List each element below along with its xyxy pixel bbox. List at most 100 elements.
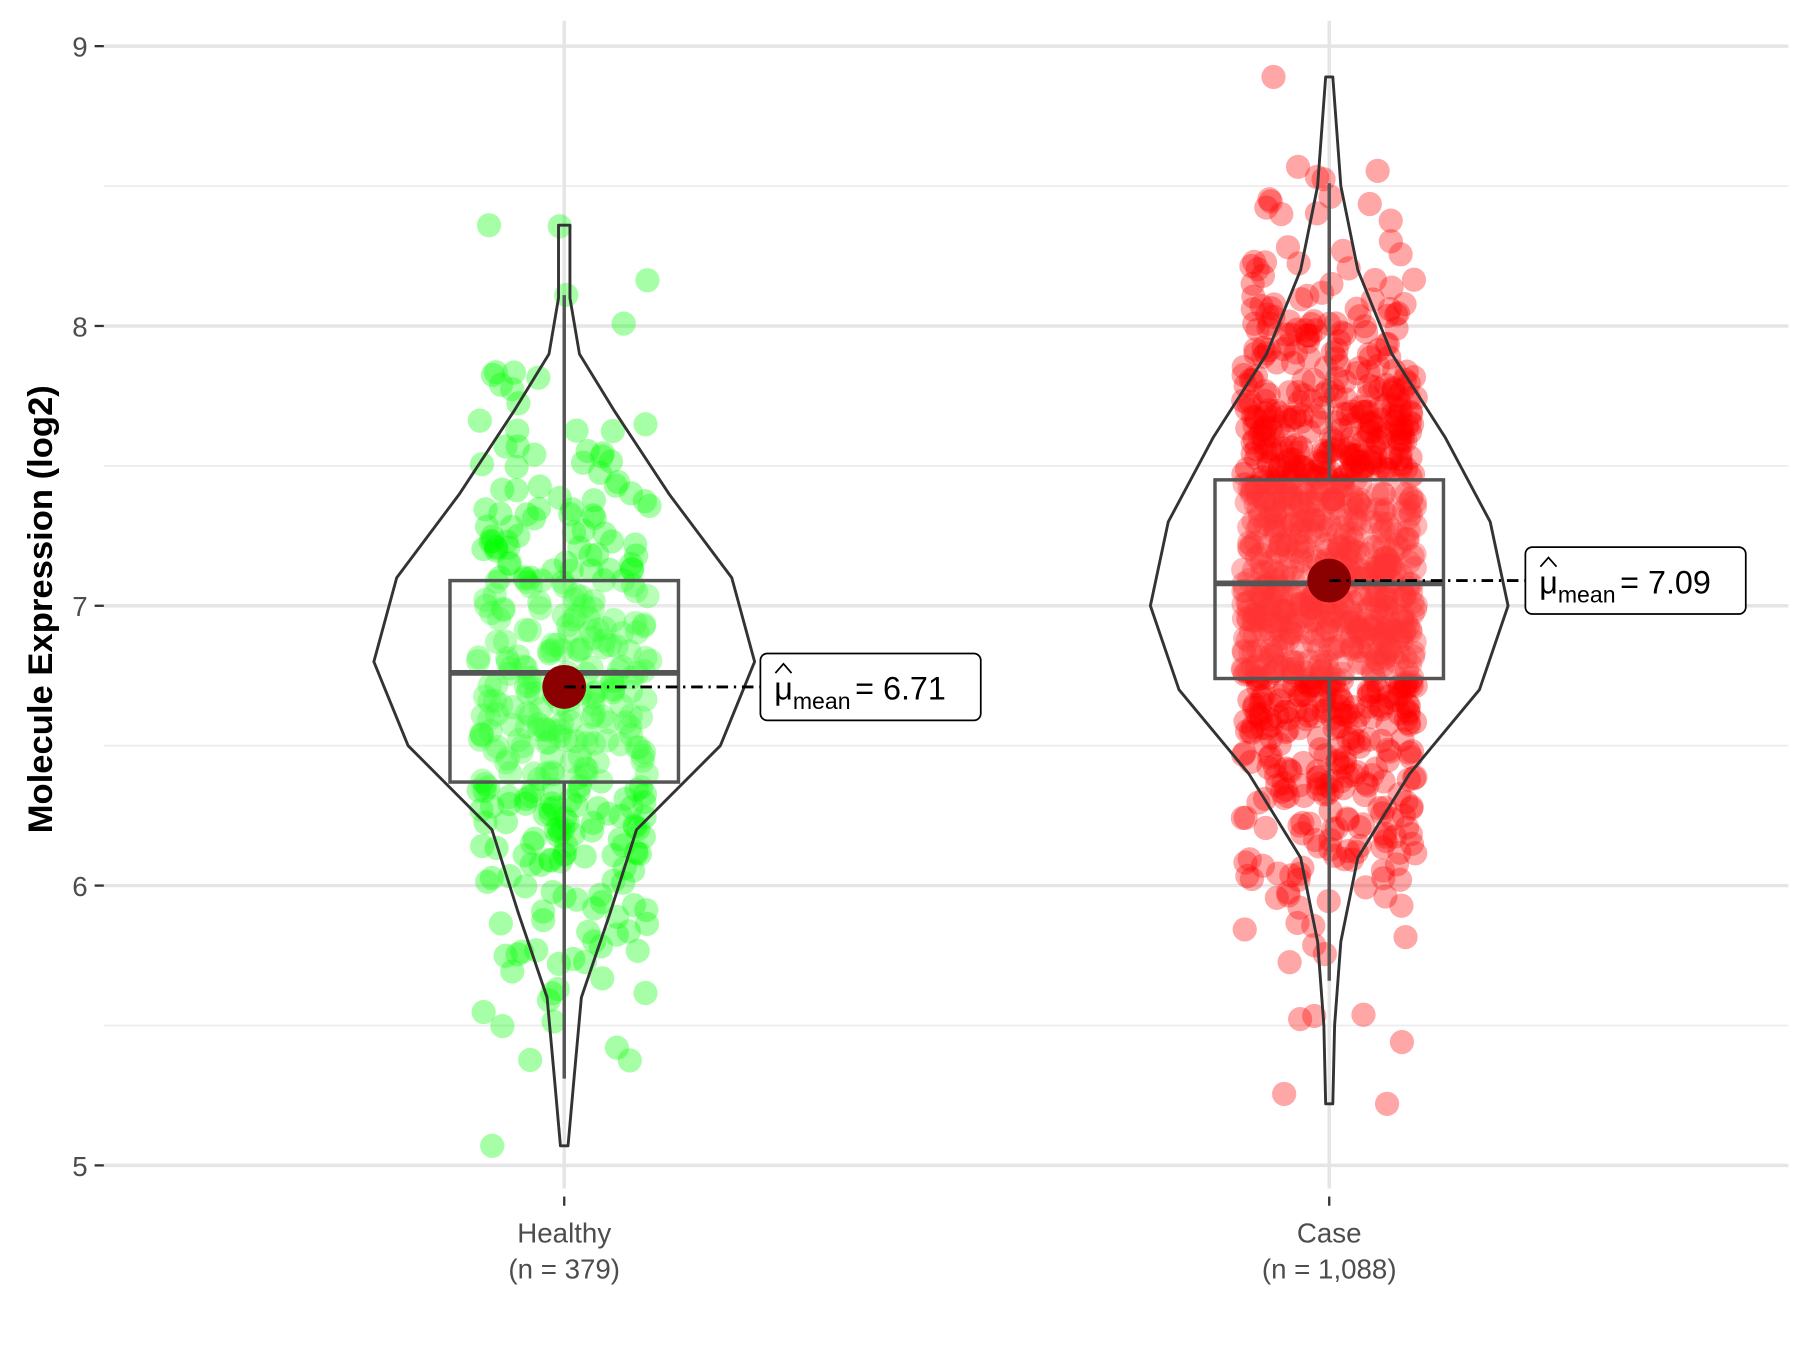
data-point <box>1276 626 1301 651</box>
data-point <box>1400 412 1425 437</box>
data-point <box>1231 354 1256 380</box>
data-point <box>1384 404 1410 429</box>
data-point <box>634 897 659 923</box>
data-point <box>1291 455 1316 480</box>
data-point <box>1296 419 1322 444</box>
data-point <box>618 703 644 728</box>
data-point <box>1402 489 1427 514</box>
data-point <box>1308 514 1333 539</box>
data-point <box>1366 678 1391 703</box>
data-point <box>1235 863 1260 889</box>
data-point <box>518 703 543 728</box>
data-point <box>1245 257 1270 282</box>
data-point <box>520 778 546 803</box>
data-point <box>1276 706 1301 731</box>
data-point <box>1334 806 1360 831</box>
data-point <box>1371 769 1396 794</box>
data-point <box>478 718 503 744</box>
data-point <box>1267 401 1292 426</box>
mean-label: μmean = 7.09 <box>1539 564 1711 607</box>
data-point <box>1344 361 1369 386</box>
data-point <box>1253 439 1278 464</box>
data-point <box>1359 614 1385 640</box>
data-point <box>1291 368 1316 393</box>
data-point <box>1296 345 1322 370</box>
data-point <box>1289 287 1314 312</box>
data-point <box>1301 367 1326 393</box>
data-point <box>585 795 611 821</box>
data-point <box>1366 692 1391 718</box>
data-point <box>1302 607 1327 633</box>
data-point <box>491 596 516 621</box>
data-point <box>488 501 513 526</box>
data-point <box>1317 610 1342 635</box>
data-point <box>1243 492 1268 517</box>
data-point <box>1370 554 1395 579</box>
data-point <box>1239 866 1265 892</box>
data-point <box>506 523 531 548</box>
data-point <box>1315 538 1340 563</box>
data-point <box>1397 498 1422 523</box>
data-point <box>1368 377 1393 402</box>
data-point <box>490 1013 515 1039</box>
data-point <box>518 784 543 809</box>
data-point <box>545 976 570 1002</box>
data-point <box>1387 840 1412 865</box>
data-point <box>1374 619 1399 644</box>
data-point <box>1360 616 1385 641</box>
data-point <box>1248 645 1274 670</box>
data-point <box>1373 392 1399 417</box>
data-point <box>1373 586 1398 612</box>
data-point <box>1278 544 1304 570</box>
data-point <box>1264 438 1289 463</box>
data-point <box>1248 691 1273 716</box>
data-point <box>1344 759 1370 785</box>
data-point <box>1375 712 1400 737</box>
data-point <box>1337 436 1362 461</box>
data-point <box>1376 548 1401 573</box>
data-point <box>1390 428 1415 453</box>
data-point <box>1275 448 1301 473</box>
data-point <box>1387 535 1412 560</box>
data-point <box>1293 317 1318 343</box>
data-point <box>580 503 606 528</box>
data-point <box>1233 709 1258 734</box>
data-point <box>1252 733 1278 758</box>
data-point <box>1336 703 1361 728</box>
data-point <box>1303 318 1328 343</box>
data-point <box>1287 683 1312 708</box>
data-point <box>504 454 529 480</box>
data-point <box>1268 608 1293 633</box>
data-point <box>1275 783 1300 809</box>
data-point <box>1385 650 1410 675</box>
data-point <box>1290 810 1315 836</box>
data-point <box>1397 712 1422 737</box>
data-point <box>1252 379 1278 404</box>
data-point <box>1352 399 1377 424</box>
data-point <box>485 734 510 760</box>
data-point <box>1277 621 1303 646</box>
data-point <box>1231 592 1256 617</box>
data-point <box>493 943 518 968</box>
data-point <box>1373 501 1398 526</box>
data-point <box>1297 811 1322 836</box>
data-point <box>537 639 562 664</box>
data-point <box>1277 950 1302 975</box>
data-point <box>541 761 566 787</box>
data-point <box>595 728 620 753</box>
data-point <box>1359 445 1384 470</box>
data-point <box>1312 941 1337 967</box>
data-point <box>1258 609 1283 634</box>
data-point <box>1382 824 1407 849</box>
data-point <box>1356 694 1381 719</box>
data-point <box>1234 397 1259 422</box>
data-point <box>1402 629 1427 655</box>
data-point <box>524 681 549 706</box>
y-tick-label: 8 <box>72 311 87 342</box>
data-point <box>1362 588 1388 613</box>
data-point <box>1302 704 1328 729</box>
data-point <box>1356 727 1382 752</box>
data-point <box>517 618 542 643</box>
data-point <box>1346 619 1371 644</box>
data-point <box>493 434 518 459</box>
